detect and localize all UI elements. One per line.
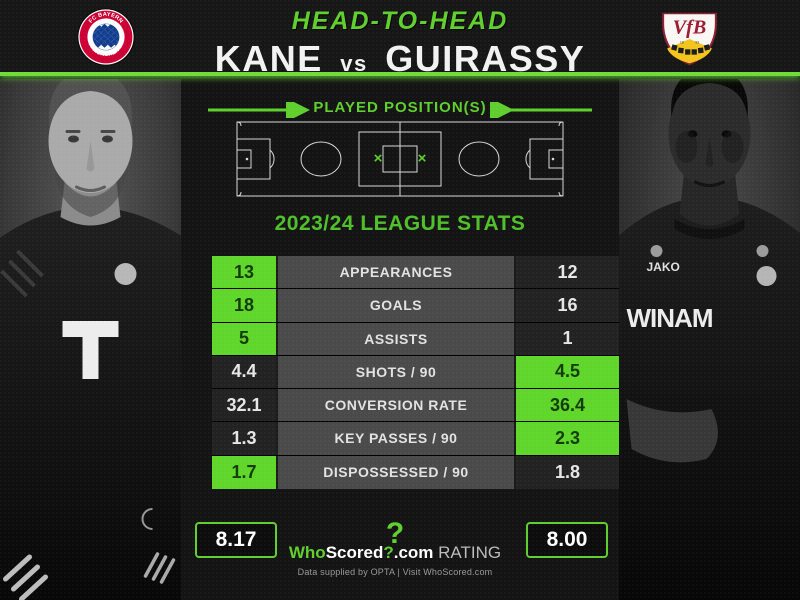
svg-text:JAKO: JAKO (647, 260, 680, 274)
svg-text:93: 93 (695, 41, 699, 45)
svg-text:×: × (374, 150, 383, 167)
svg-text:×: × (418, 150, 427, 167)
svg-text:VfB: VfB (673, 17, 706, 39)
svg-text:WINAM: WINAM (627, 303, 713, 333)
svg-text:18: 18 (680, 41, 684, 45)
